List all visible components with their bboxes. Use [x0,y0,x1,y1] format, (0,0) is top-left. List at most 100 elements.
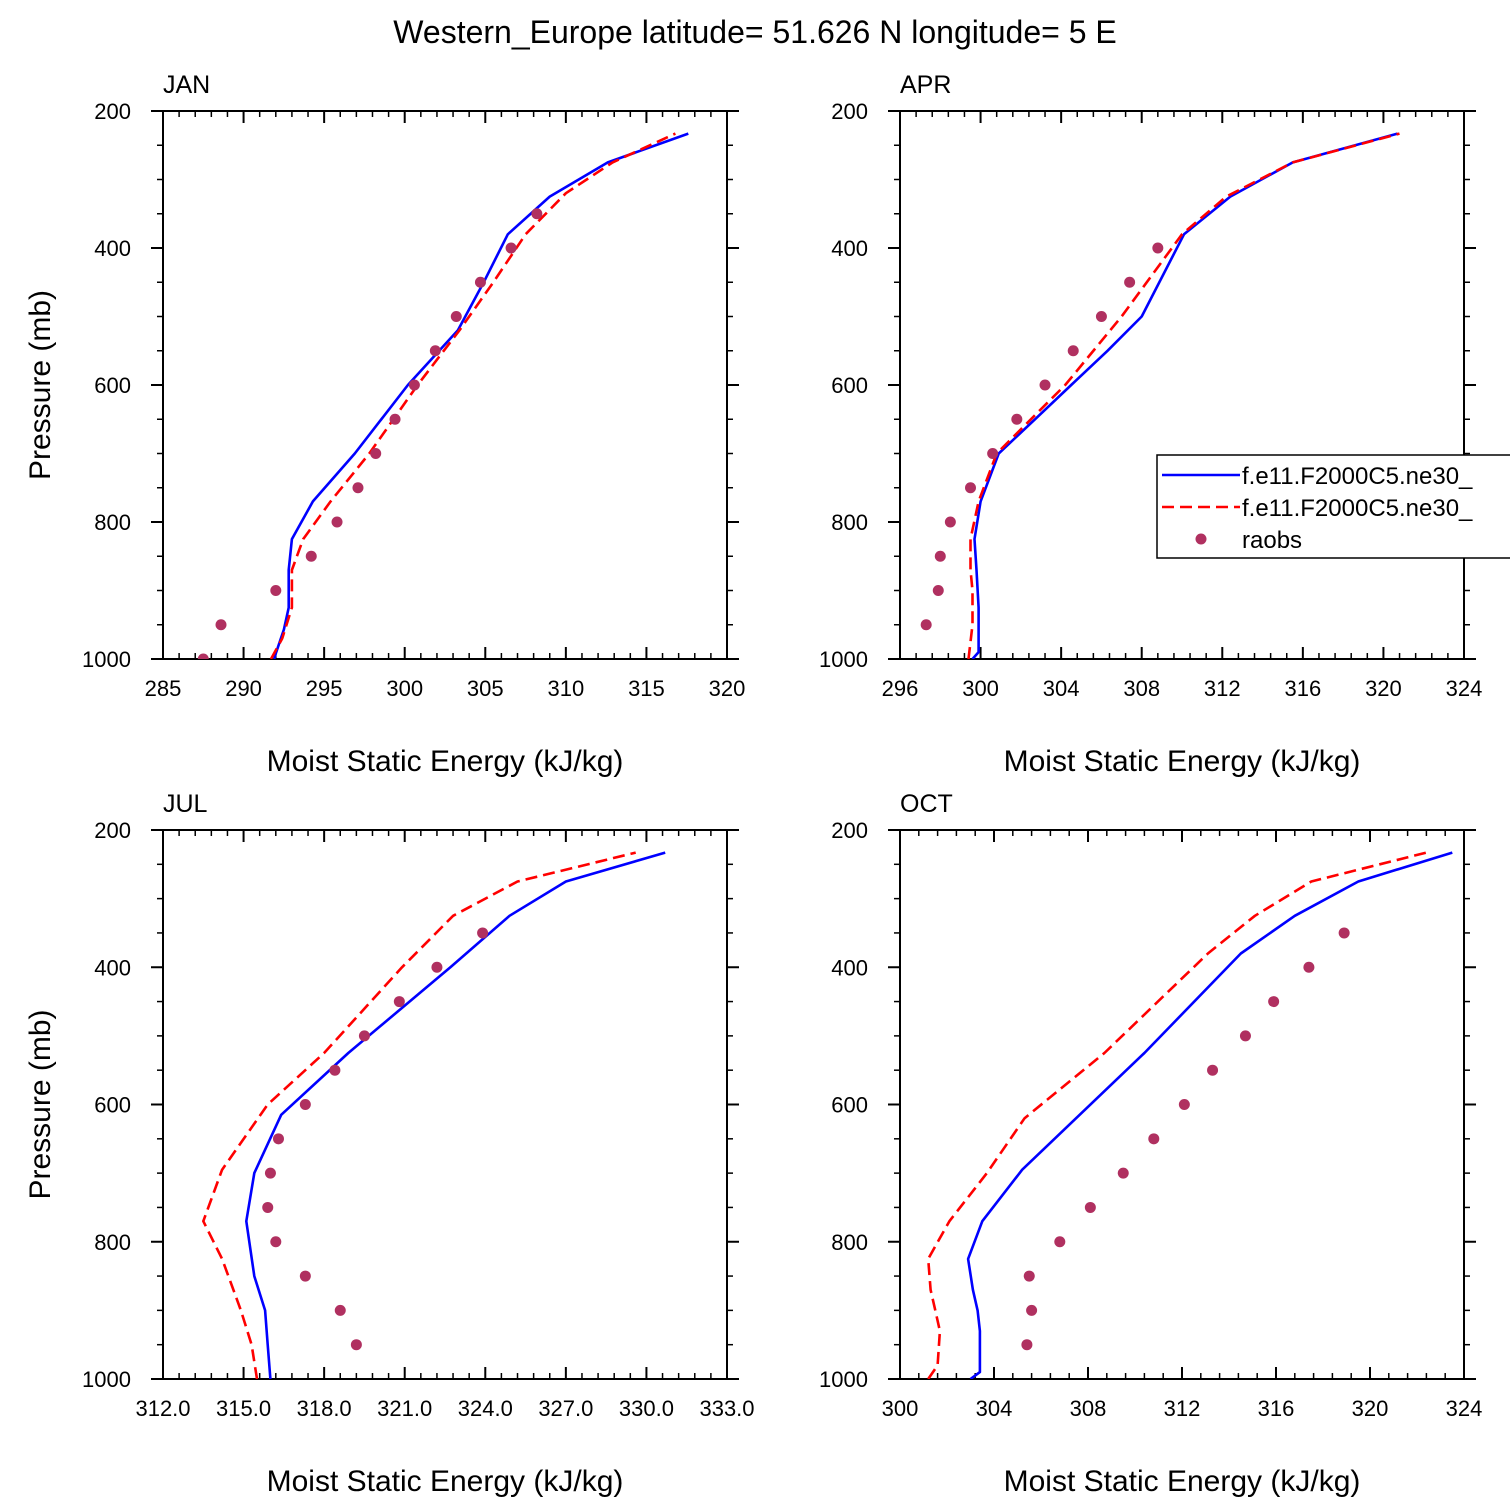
raobs-point [505,242,517,254]
raobs-point [920,619,932,631]
raobs-point [1011,413,1023,425]
plot-area [202,851,666,1379]
raobs-point [305,550,317,562]
y-tick-label: 400 [94,955,131,980]
raobs-point [1303,961,1315,973]
raobs-point [270,585,282,596]
plot-frame [899,110,1465,660]
y-tick-label: 400 [94,236,131,261]
x-tick-label: 321.0 [377,1396,432,1421]
legend-label: f.e11.F2000C5.ne30_ [1242,495,1473,522]
legend-box [1156,454,1510,559]
x-tick-label: 312 [1164,1396,1201,1421]
panel-title: OCT [900,790,953,818]
series-line-dashed [202,851,637,1379]
y-tick-label: 600 [94,1093,131,1118]
y-tick-label: 1000 [819,1367,868,1392]
y-tick-label: 800 [94,1230,131,1255]
figure-title: Western_Europe latitude= 51.626 N longit… [393,14,1117,50]
y-tick-label: 1000 [82,647,131,672]
panel-jul: 312.0 315.0 318.0 321.0 324.0 327.0 330.0 333.0… [24,790,755,1498]
x-axis-label: Moist Static Energy (kJ/kg) [1004,745,1361,778]
x-tick-label: 300 [386,676,423,701]
series-line-dashed [269,132,676,659]
raobs-point [944,516,956,528]
x-tick-label: 300 [962,676,999,701]
plot-area [926,851,1453,1379]
x-tick-label: 304 [1043,676,1080,701]
panel-apr: 296 300 304 308 312 316 320 324 200 400 600 800 1000… [819,71,1482,778]
x-tick-label: 315 [628,676,665,701]
raobs-point [1124,276,1136,288]
y-axis-label: Pressure (mb) [24,290,57,480]
y-tick-label: 600 [831,373,868,398]
x-tick-label: 304 [976,1396,1013,1421]
x-tick-label: 327.0 [538,1396,593,1421]
raobs-point [1178,1099,1190,1110]
raobs-point [1067,345,1079,357]
raobs-point [965,482,976,494]
y-tick-label: 400 [831,955,868,980]
raobs-point [299,1099,311,1110]
x-tick-label: 318.0 [297,1396,352,1421]
raobs-point [431,961,443,973]
x-tick-label: 315.0 [216,1396,271,1421]
series-line-solid [971,132,1398,659]
raobs-point [1239,1030,1251,1042]
legend-label: raobs [1242,527,1302,554]
x-tick-label: 290 [225,676,262,701]
y-tick-label: 800 [94,510,131,535]
x-axis-label: Moist Static Energy (kJ/kg) [267,745,624,778]
raobs-point [270,1236,282,1248]
raobs-point [1152,242,1164,254]
x-tick-label: 333.0 [699,1396,754,1421]
raobs-point [934,550,946,562]
y-tick-label: 200 [94,99,131,124]
raobs-point [1268,996,1280,1008]
x-tick-label: 312 [1204,676,1241,701]
raobs-point [932,585,944,596]
raobs-point [350,1339,362,1351]
x-axis-label: Moist Static Energy (kJ/kg) [1004,1465,1361,1498]
raobs-point [450,311,462,322]
y-tick-label: 600 [94,373,131,398]
y-axis-label: Pressure (mb) [24,1009,57,1199]
series-line-solid [272,132,689,659]
y-tick-label: 200 [831,818,868,843]
x-tick-label: 330.0 [619,1396,674,1421]
raobs-point [1023,1270,1035,1282]
raobs-point [352,482,364,494]
x-tick-label: 295 [306,676,343,701]
raobs-point [1117,1167,1129,1179]
plot-frame [162,829,728,1380]
raobs-point [389,413,401,425]
raobs-point [1338,927,1350,939]
panel-title: APR [900,71,951,99]
y-tick-label: 800 [831,1230,868,1255]
panel-title: JUL [163,790,208,818]
panel-jan: 285 290 295 300 305 310 315 320 200 400 600 800 1000… [24,71,745,778]
y-tick-label: 200 [94,818,131,843]
x-tick-label: 296 [882,676,919,701]
x-tick-label: 308 [1070,1396,1107,1421]
panel-oct: 300 304 308 312 316 320 324 200 400 600 800 1000 OCT… [819,790,1482,1498]
raobs-point [1148,1133,1160,1145]
series-line-dashed [926,851,1427,1379]
raobs-point [474,276,486,288]
raobs-point [262,1201,274,1213]
raobs-point [1054,1236,1066,1248]
x-axis-label: Moist Static Energy (kJ/kg) [267,1465,624,1498]
raobs-point [197,653,209,659]
x-tick-label: 320 [1365,676,1402,701]
x-tick-label: 305 [467,676,504,701]
x-tick-label: 320 [1352,1396,1389,1421]
x-tick-label: 324 [1446,1396,1483,1421]
plot-area [197,132,689,659]
y-tick-label: 800 [831,510,868,535]
series-line-solid [245,851,666,1379]
plot-area [920,132,1400,659]
raobs-point [393,996,405,1008]
raobs-point [370,448,382,459]
series-line-solid [966,851,1453,1379]
raobs-point [334,1304,346,1316]
